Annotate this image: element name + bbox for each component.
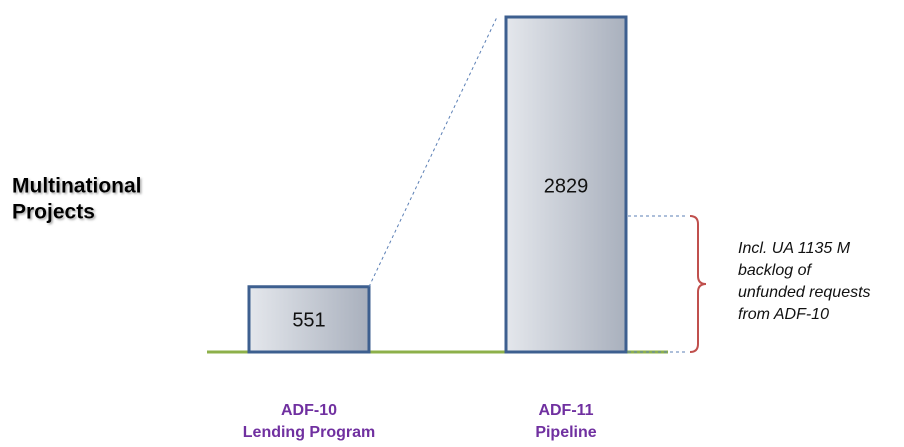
side-label-line: Multinational bbox=[12, 175, 142, 198]
category-label: Pipeline bbox=[535, 424, 596, 441]
value-label: 551 bbox=[292, 310, 325, 332]
bracket bbox=[689, 215, 707, 353]
annotation-line: backlog of bbox=[738, 262, 812, 279]
connector bbox=[368, 16, 498, 287]
side-label: Multinational Projects bbox=[12, 175, 142, 224]
annotation-line: unfunded requests bbox=[738, 284, 871, 301]
bar bbox=[247, 285, 371, 354]
annotation-line: Incl. UA 1135 M bbox=[738, 240, 851, 257]
annotation: Incl. UA 1135 M backlog of unfunded reques… bbox=[738, 240, 871, 323]
side-label-line: Projects bbox=[12, 201, 95, 224]
bars: 551 ADF-10 Lending Program 2829 ADF-11 Pipeli… bbox=[243, 15, 628, 441]
category-label: Lending Program bbox=[243, 424, 375, 441]
category-label: ADF-10 bbox=[281, 402, 337, 419]
bar bbox=[504, 15, 628, 354]
category-label: ADF-11 bbox=[538, 402, 593, 419]
value-label: 2829 bbox=[544, 175, 589, 197]
annotation-line: from ADF-10 bbox=[738, 306, 829, 323]
